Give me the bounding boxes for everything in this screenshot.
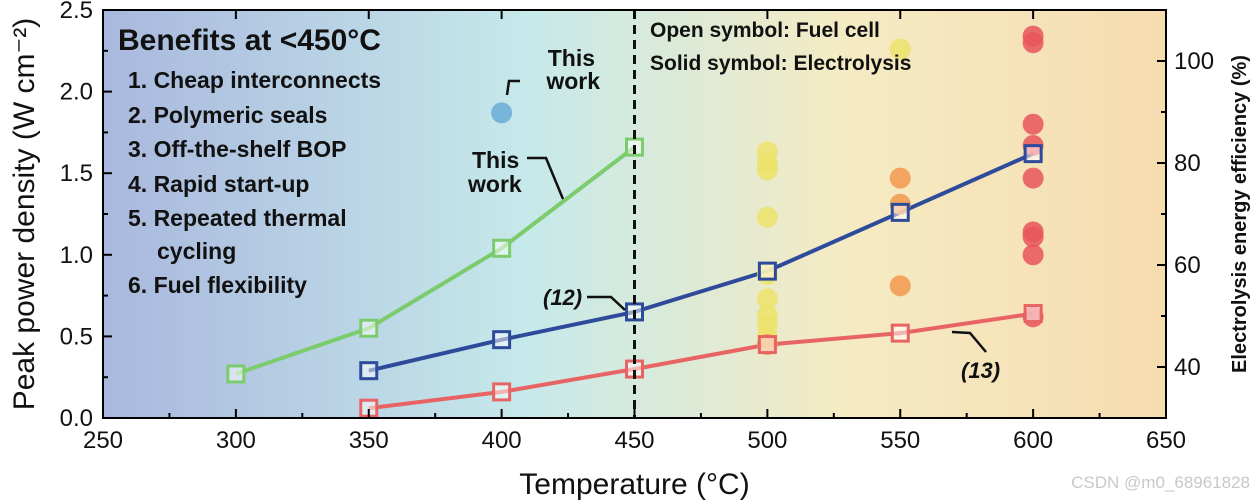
y-tick-label: 1.5 [60, 160, 93, 187]
marker-green [492, 238, 512, 258]
electrolysis-point [491, 102, 513, 124]
y-axis-title: Peak power density (W cm⁻²) [8, 18, 41, 411]
leader-line [505, 79, 520, 96]
annotations: Benefits at <450°C 1. Cheap interconnects… [118, 19, 1250, 492]
electrolysis-point [889, 167, 911, 189]
electrolysis-point [889, 38, 911, 60]
y-tick-label: 2.5 [60, 0, 93, 24]
x-tick-label: 500 [747, 427, 787, 454]
x-axis-title: Temperature (°C) [519, 468, 749, 501]
marker-blue [1023, 144, 1043, 164]
electrolysis-point [1022, 244, 1044, 266]
electrolysis-point [756, 159, 778, 181]
x-tick-label: 450 [614, 427, 654, 454]
electrolysis-point [1022, 226, 1044, 248]
this-work-label: work [545, 68, 600, 94]
ref-12-label: (12) [543, 285, 582, 310]
benefits-title: Benefits at <450°C [118, 24, 381, 57]
benefit-item: 5. Repeated thermal [128, 205, 347, 231]
watermark: CSDN @m0_68961828 [1071, 473, 1250, 492]
electrolysis-point [756, 288, 778, 310]
marker-blue [359, 361, 379, 381]
electrolysis-point [1022, 32, 1044, 54]
x-tick-label: 400 [482, 427, 522, 454]
this-work-label: work [467, 171, 522, 197]
marker-green [226, 364, 246, 384]
electrolysis-point [756, 206, 778, 228]
y-tick-label: 0.5 [60, 323, 93, 350]
electrolysis-point [1022, 167, 1044, 189]
marker-red [757, 335, 777, 355]
y2-tick-label: 60 [1174, 252, 1201, 279]
marker-green [359, 318, 379, 338]
y2-tick-label: 40 [1174, 354, 1201, 381]
fuel-cell-markers [226, 137, 1043, 418]
x-tick-label: 650 [1146, 427, 1186, 454]
y2-axis-title: Electrolysis energy efficiency (%) [1229, 55, 1251, 373]
symbol-note-electrolysis: Solid symbol: Electrolysis [650, 52, 911, 75]
y-tick-label: 2.0 [60, 79, 93, 106]
ref-13-label: (13) [961, 358, 1000, 383]
symbol-note-fuel-cell: Open symbol: Fuel cell [650, 19, 880, 42]
electrolysis-point [1022, 113, 1044, 135]
leader-line [587, 295, 626, 311]
benefit-item: 1. Cheap interconnects [128, 67, 381, 93]
x-tick-label: 300 [216, 427, 256, 454]
y-tick-label: 0.0 [60, 405, 93, 432]
y2-tick-label: 100 [1174, 48, 1214, 75]
this-work-label: This [472, 147, 519, 173]
electrolysis-point [889, 275, 911, 297]
y2-tick-label: 80 [1174, 150, 1201, 177]
leader-line [951, 330, 987, 353]
benefit-item: 3. Off-the-shelf BOP [128, 136, 347, 162]
x-tick-label: 250 [83, 427, 123, 454]
series-line-blue [368, 151, 1034, 373]
this-work-label: This [548, 45, 595, 71]
benefit-item: 6. Fuel flexibility [128, 272, 307, 298]
leader-line [527, 156, 565, 200]
axes: 250 300 350 400 450 500 550 600 650 0.0 0.5 1.0 1.5 2… [8, 0, 1251, 501]
marker-blue [492, 330, 512, 350]
series-lines [235, 145, 1034, 411]
benefit-item: cycling [157, 238, 236, 264]
x-tick-label: 600 [1013, 427, 1053, 454]
x-tick-label: 550 [880, 427, 920, 454]
series-line-red [368, 311, 1034, 411]
y-tick-label: 1.0 [60, 242, 93, 269]
marker-red [1023, 304, 1043, 324]
marker-blue [757, 261, 777, 281]
marker-red [890, 323, 910, 343]
series-line-green [235, 145, 636, 376]
benefit-item: 4. Rapid start-up [128, 171, 309, 197]
marker-blue [890, 202, 910, 222]
benefit-item: 2. Polymeric seals [128, 102, 327, 128]
marker-red [492, 382, 512, 402]
x-tick-label: 350 [349, 427, 389, 454]
